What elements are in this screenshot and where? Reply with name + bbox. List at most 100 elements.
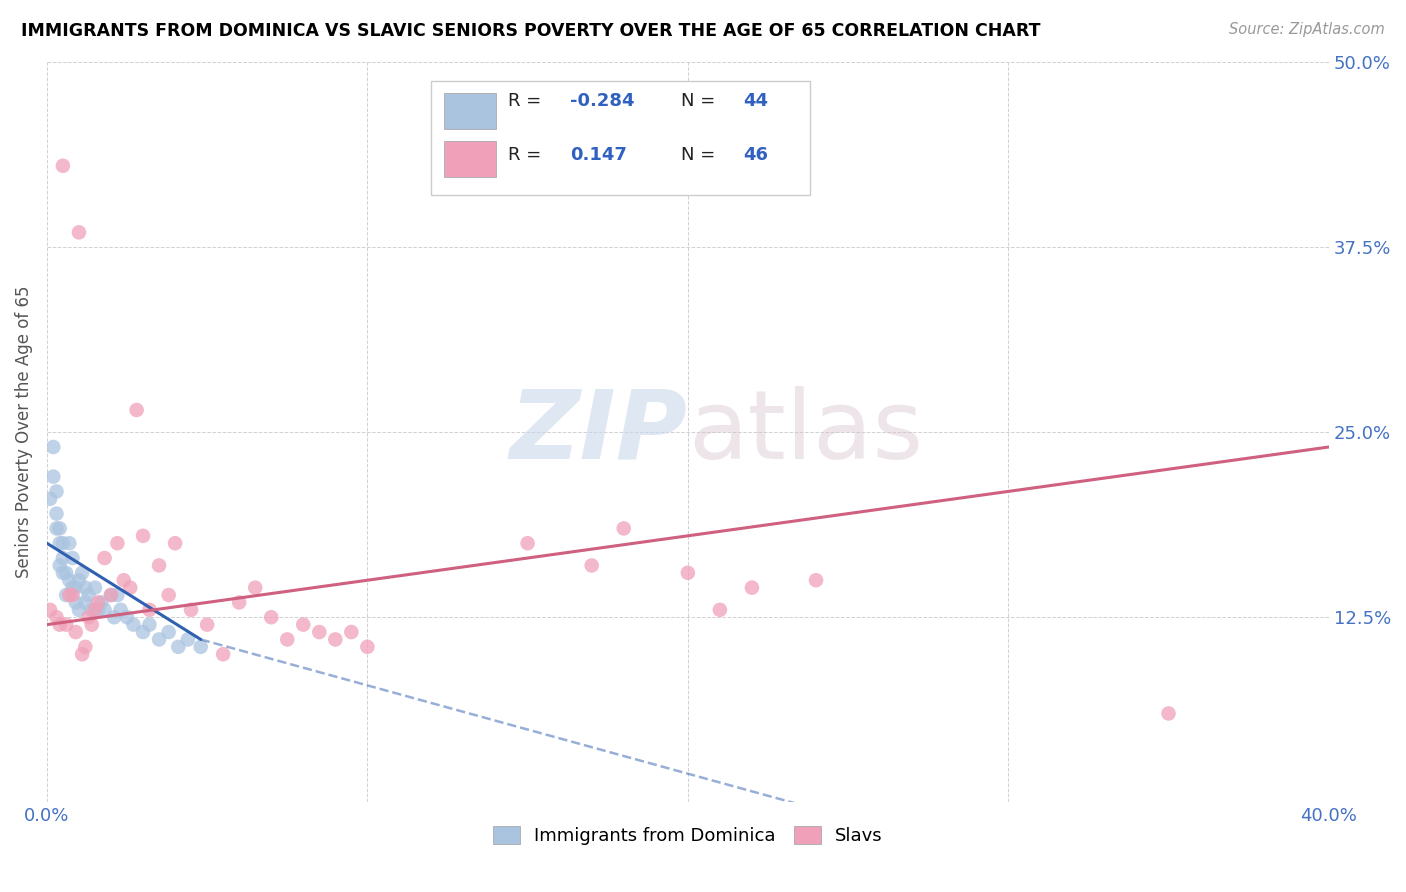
Point [138, 603, 160, 617]
Point [195, 617, 218, 632]
Point [80, 603, 103, 617]
Point [90, 595, 112, 609]
Text: 46: 46 [742, 145, 768, 163]
Point [165, 536, 187, 550]
Point [80, 617, 103, 632]
Point [93, 551, 115, 566]
Point [70, 647, 93, 661]
Text: ZIP: ZIP [510, 385, 688, 479]
Point [180, 603, 202, 617]
Point [65, 581, 87, 595]
Point [212, 647, 235, 661]
Text: R =: R = [509, 145, 541, 163]
Point [190, 640, 212, 654]
Point [52, 551, 75, 566]
Point [177, 632, 200, 647]
Point [42, 469, 65, 483]
Point [93, 603, 115, 617]
Point [112, 573, 135, 587]
Text: -0.284: -0.284 [569, 93, 634, 111]
FancyBboxPatch shape [444, 141, 495, 177]
Point [67, 603, 90, 617]
Point [67, 573, 90, 587]
Point [45, 521, 67, 535]
Point [122, 617, 145, 632]
Text: R =: R = [509, 93, 541, 111]
Point [75, 640, 97, 654]
Y-axis label: Seniors Poverty Over the Age of 65: Seniors Poverty Over the Age of 65 [15, 286, 32, 578]
Text: N =: N = [682, 145, 716, 163]
Point [75, 581, 97, 595]
Point [1157, 706, 1180, 721]
Point [77, 588, 100, 602]
Point [84, 603, 107, 617]
Point [741, 581, 763, 595]
Point [62, 588, 84, 602]
Text: 0.147: 0.147 [569, 145, 627, 163]
Point [67, 226, 90, 240]
Legend: Immigrants from Dominica, Slavs: Immigrants from Dominica, Slavs [492, 826, 883, 845]
Point [276, 632, 298, 647]
Point [77, 610, 100, 624]
Point [709, 603, 731, 617]
Point [613, 521, 636, 535]
Text: 44: 44 [742, 93, 768, 111]
Point [42, 440, 65, 454]
Point [103, 610, 125, 624]
Point [167, 640, 190, 654]
Point [105, 536, 128, 550]
Point [260, 610, 283, 624]
Point [308, 625, 330, 640]
Point [323, 632, 346, 647]
Point [52, 566, 75, 580]
Point [52, 159, 75, 173]
Point [100, 588, 122, 602]
Point [45, 484, 67, 499]
Point [48, 536, 70, 550]
Point [58, 573, 80, 587]
Point [65, 595, 87, 609]
Point [157, 588, 180, 602]
Point [55, 566, 77, 580]
Point [132, 625, 155, 640]
Point [62, 551, 84, 566]
Point [356, 640, 378, 654]
Point [62, 581, 84, 595]
Text: atlas: atlas [688, 385, 922, 479]
Point [804, 573, 827, 587]
Point [148, 632, 170, 647]
Point [105, 588, 128, 602]
Point [87, 603, 110, 617]
Point [65, 625, 87, 640]
Point [245, 581, 267, 595]
Text: IMMIGRANTS FROM DOMINICA VS SLAVIC SENIORS POVERTY OVER THE AGE OF 65 CORRELATIO: IMMIGRANTS FROM DOMINICA VS SLAVIC SENIO… [21, 22, 1040, 40]
Text: Source: ZipAtlas.com: Source: ZipAtlas.com [1229, 22, 1385, 37]
Text: N =: N = [682, 93, 716, 111]
Point [48, 521, 70, 535]
Point [100, 588, 122, 602]
Point [110, 603, 132, 617]
Point [48, 617, 70, 632]
FancyBboxPatch shape [444, 94, 495, 128]
Point [581, 558, 603, 573]
Point [55, 588, 77, 602]
Point [45, 610, 67, 624]
Point [70, 566, 93, 580]
Point [340, 625, 363, 640]
Point [138, 617, 160, 632]
Point [516, 536, 538, 550]
Point [45, 507, 67, 521]
Point [84, 581, 107, 595]
Point [148, 558, 170, 573]
FancyBboxPatch shape [432, 80, 810, 195]
Point [58, 536, 80, 550]
Point [115, 610, 138, 624]
Point [52, 536, 75, 550]
Point [157, 625, 180, 640]
Point [292, 617, 315, 632]
Point [55, 617, 77, 632]
Point [676, 566, 699, 580]
Point [228, 595, 250, 609]
Point [48, 558, 70, 573]
Point [132, 529, 155, 543]
